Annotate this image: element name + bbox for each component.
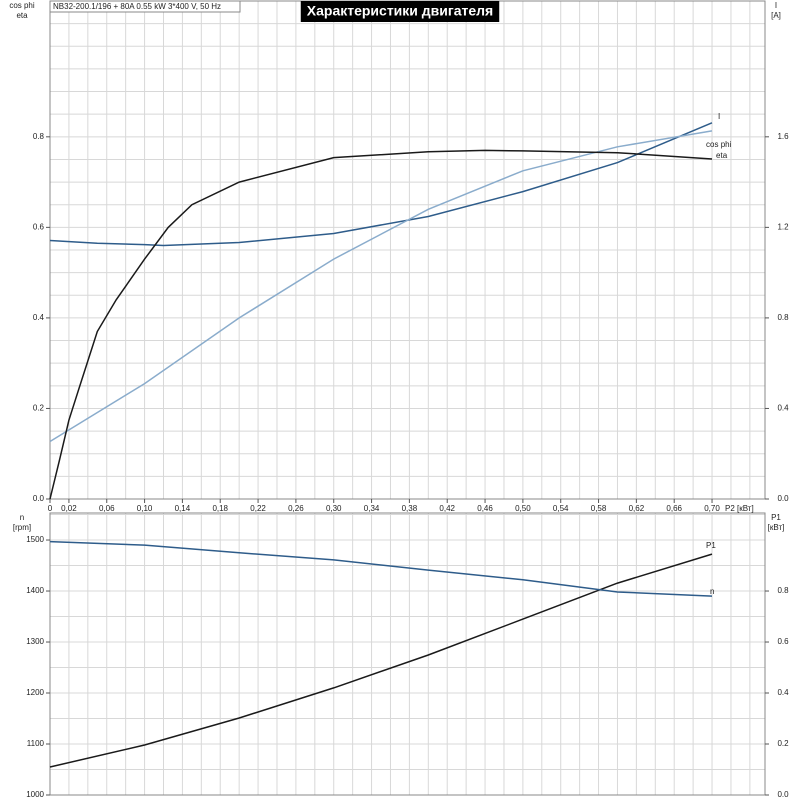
y2-tick-label: 0.4 (777, 404, 789, 413)
y-axis-label: cos phi (9, 1, 35, 10)
y2-tick-label: 0.0 (777, 494, 789, 503)
y-axis-label: eta (16, 11, 28, 20)
y-tick-label: 0.8 (33, 132, 45, 141)
series-label: eta (716, 151, 728, 160)
x-tick-label: 0,18 (212, 504, 228, 513)
x-tick-label: 0,10 (137, 504, 153, 513)
x-tick-label: 0,38 (402, 504, 418, 513)
y-tick-label: 0.6 (33, 222, 45, 231)
info-box (49, 0, 241, 13)
y2-tick-label: 0.0 (777, 790, 789, 799)
x-tick-label: 0,26 (288, 504, 304, 513)
y-axis-label: [rpm] (13, 523, 31, 532)
series-line (49, 122, 713, 247)
y2-tick-label: 1.6 (777, 132, 789, 141)
x-tick-label: 0,42 (439, 504, 455, 513)
x-tick-label: 0,62 (629, 504, 645, 513)
x-tick-label: 0,30 (326, 504, 342, 513)
plot-frame (49, 512, 766, 796)
title-group: Характеристики двигателя (300, 1, 500, 22)
x-tick-label: 0,54 (553, 504, 569, 513)
y-tick-label: 0.0 (33, 494, 45, 503)
series-label: P1 (706, 541, 716, 550)
series-line (49, 149, 713, 500)
y-tick-label: 0.4 (33, 313, 45, 322)
series-label: cos phi (706, 140, 732, 149)
y2-tick-label: 0.4 (777, 688, 789, 697)
y-tick-label: 0.2 (33, 404, 45, 413)
y-axis-label: n (20, 513, 24, 522)
info-text: NB32-200.1/196 + 80A 0.55 kW 3*400 V, 50… (53, 2, 221, 11)
series-label: n (710, 587, 714, 596)
x-tick-label: 0,22 (250, 504, 266, 513)
chart-title: Характеристики двигателя (307, 3, 493, 19)
y2-axis-label: I (775, 1, 777, 10)
x-tick-label: 0,06 (99, 504, 115, 513)
y2-tick-label: 0.6 (777, 637, 789, 646)
y2-axis-label: [A] (771, 11, 781, 20)
title-box (300, 1, 500, 22)
y2-tick-label: 0.8 (777, 586, 789, 595)
y-tick-label: 1300 (26, 637, 44, 646)
x-tick-label: 0,70 (704, 504, 720, 513)
series-label: I (718, 112, 720, 121)
x-tick-label: 0,34 (364, 504, 380, 513)
x-tick-label: 0,66 (666, 504, 682, 513)
series-line (49, 130, 713, 443)
x-tick-label: 0,50 (515, 504, 531, 513)
y-tick-label: 1000 (26, 790, 44, 799)
x-tick-label: 0,14 (175, 504, 191, 513)
series-line (49, 553, 713, 768)
x-tick-label: 0,46 (477, 504, 493, 513)
y-tick-label: 1100 (27, 739, 45, 748)
x-tick-label: 0,02 (61, 504, 77, 513)
x-tick-label: 0 (48, 504, 53, 513)
y-tick-label: 1500 (26, 535, 44, 544)
y-tick-label: 1400 (26, 586, 44, 595)
x-axis-label: P2 [кВт] (725, 504, 754, 513)
y2-tick-label: 1.2 (777, 222, 789, 231)
y2-tick-label: 0.2 (777, 739, 789, 748)
y2-tick-label: 0.8 (777, 313, 789, 322)
y2-axis-label: [кВт] (768, 523, 785, 532)
series-line (49, 540, 713, 597)
x-tick-label: 0,58 (591, 504, 607, 513)
y2-axis-label: P1 (771, 513, 781, 522)
y-tick-label: 1200 (26, 688, 44, 697)
